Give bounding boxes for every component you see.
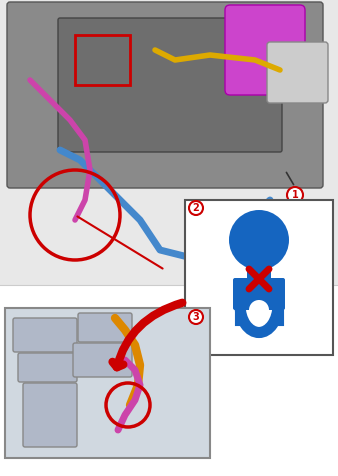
FancyBboxPatch shape: [0, 0, 338, 285]
Circle shape: [287, 187, 303, 203]
Text: 1: 1: [292, 190, 298, 200]
FancyBboxPatch shape: [18, 353, 77, 382]
FancyBboxPatch shape: [13, 318, 77, 352]
Circle shape: [189, 310, 203, 324]
FancyBboxPatch shape: [247, 265, 271, 295]
Circle shape: [210, 262, 226, 278]
Circle shape: [249, 300, 269, 320]
FancyBboxPatch shape: [185, 200, 333, 355]
Bar: [75, 35, 130, 85]
FancyBboxPatch shape: [225, 5, 305, 95]
FancyBboxPatch shape: [23, 383, 77, 447]
FancyBboxPatch shape: [5, 308, 210, 458]
Circle shape: [189, 201, 203, 215]
FancyBboxPatch shape: [7, 2, 323, 188]
Text: 2: 2: [193, 203, 199, 213]
Text: 2: 2: [215, 265, 221, 275]
FancyBboxPatch shape: [58, 18, 282, 152]
FancyBboxPatch shape: [78, 313, 132, 342]
FancyBboxPatch shape: [0, 288, 338, 476]
FancyBboxPatch shape: [233, 278, 285, 310]
FancyBboxPatch shape: [267, 42, 328, 103]
Text: 3: 3: [193, 312, 199, 322]
FancyBboxPatch shape: [73, 343, 132, 377]
Circle shape: [229, 210, 289, 270]
